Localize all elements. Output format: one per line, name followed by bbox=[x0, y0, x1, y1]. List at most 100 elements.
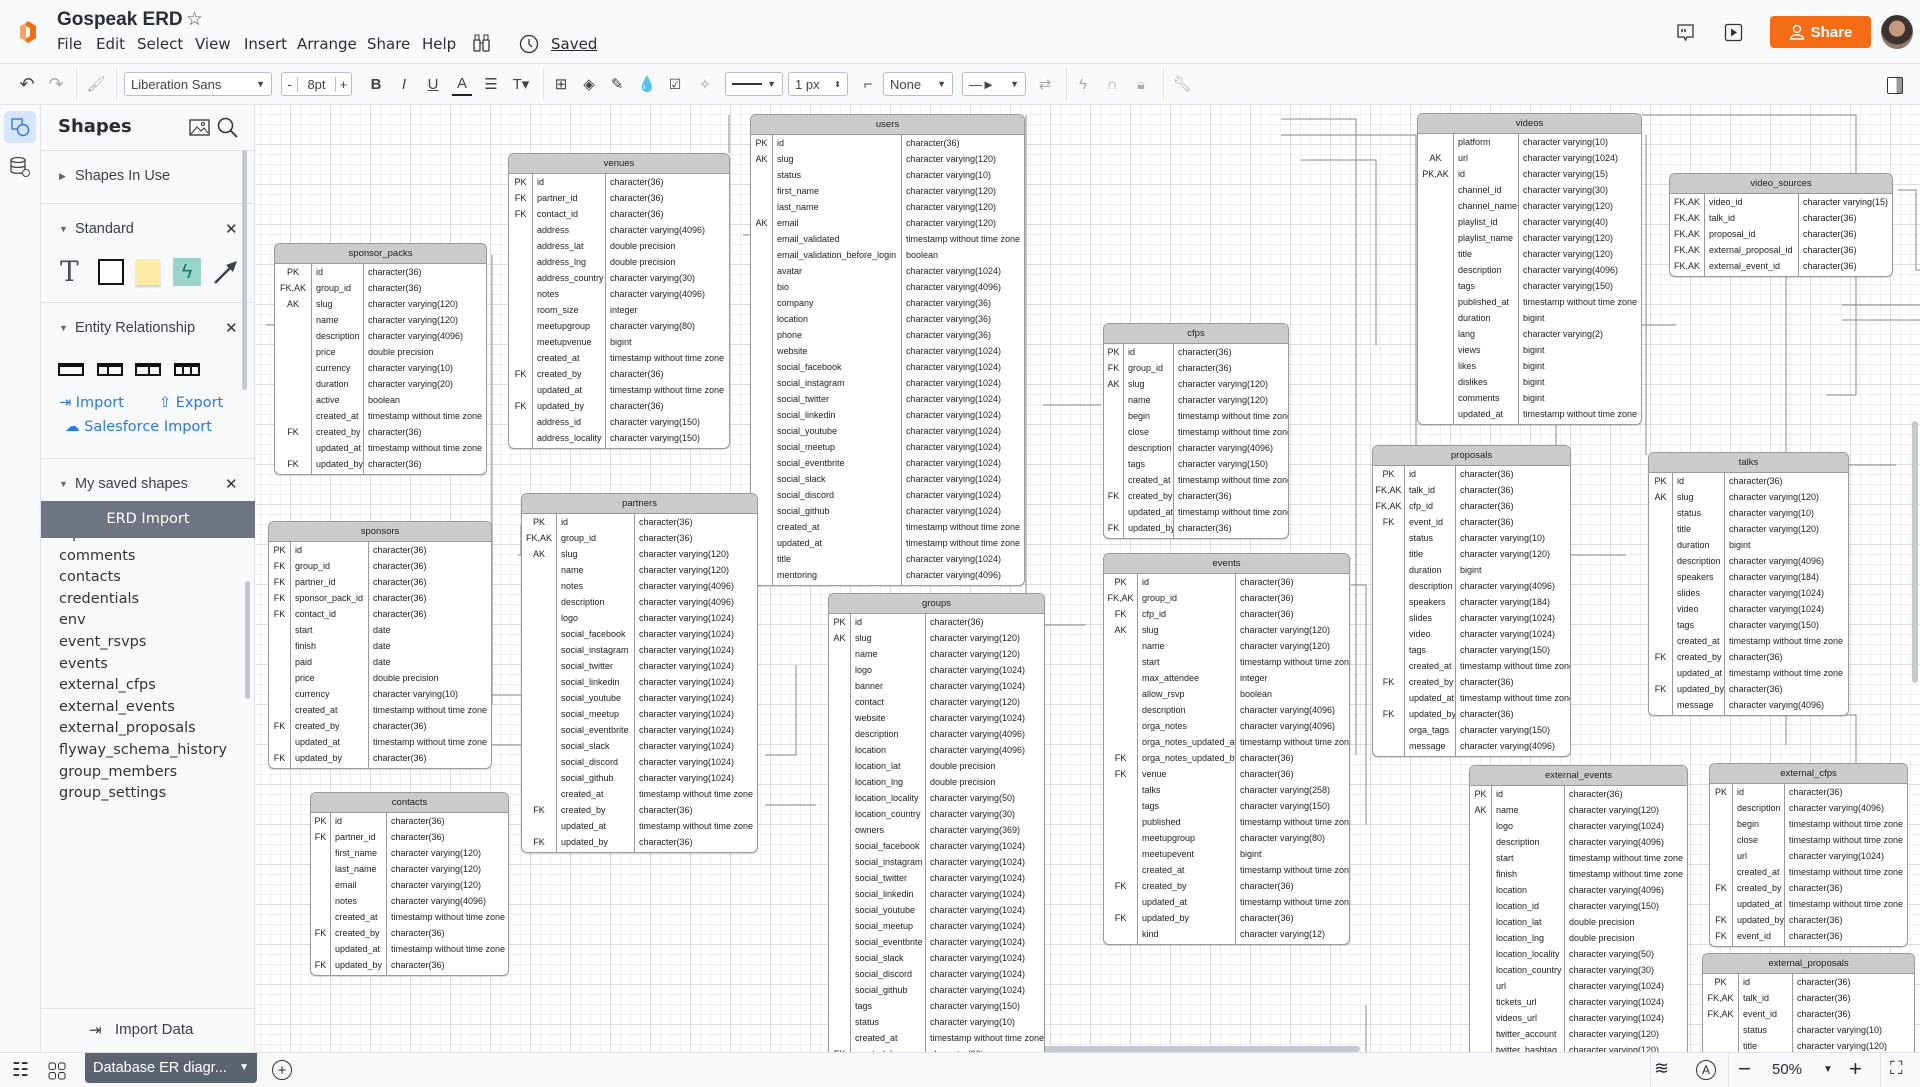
swap-icon[interactable]: ⇄ bbox=[1038, 76, 1052, 93]
zoom-out-button[interactable]: − bbox=[1738, 1056, 1751, 1081]
entity-row[interactable]: updated_at timestamp without time zone bbox=[1104, 504, 1288, 520]
entity-row[interactable]: tags character varying(150) bbox=[829, 998, 1044, 1014]
entity-row[interactable]: FK event_id character(36) bbox=[1710, 928, 1907, 944]
entity-row[interactable]: title character varying(120) bbox=[1649, 521, 1848, 537]
entity-row[interactable]: created_at timestamp without time zone bbox=[269, 702, 491, 718]
import-data-button[interactable]: ⇥ Import Data bbox=[41, 1008, 255, 1052]
entity-row[interactable]: FK venue character(36) bbox=[1104, 766, 1349, 782]
entity-row[interactable]: social_twitter character varying(1024) bbox=[829, 870, 1044, 886]
entity-row[interactable]: email character varying(120) bbox=[311, 877, 508, 893]
entity-row[interactable]: begin timestamp without time zone bbox=[1710, 816, 1907, 832]
entity-row[interactable]: FK contact_id character(36) bbox=[509, 206, 729, 222]
entity-row[interactable]: location_locality character varying(50) bbox=[829, 790, 1044, 806]
saved-shape-item[interactable]: external_events bbox=[59, 698, 175, 715]
entity-row[interactable]: updated_at timestamp without time zone bbox=[509, 382, 729, 398]
magnet-icon[interactable]: ∩ bbox=[1106, 75, 1118, 93]
entity-row[interactable]: PK id character(36) bbox=[1470, 786, 1687, 802]
entity-row[interactable]: PK id character(36) bbox=[275, 264, 486, 280]
zoom-in-button[interactable]: + bbox=[1849, 1056, 1862, 1081]
menu-help[interactable]: Help bbox=[422, 35, 457, 53]
zoom-level[interactable]: 50% bbox=[1772, 1061, 1803, 1078]
entity-row[interactable]: close timestamp without time zone bbox=[1104, 424, 1288, 440]
entity-row[interactable]: updated_at timestamp without time zone bbox=[311, 941, 508, 957]
entity-row[interactable]: avatar character varying(1024) bbox=[751, 263, 1024, 279]
entity-row[interactable]: twitter_account character varying(120) bbox=[1470, 1026, 1687, 1042]
entity-row[interactable]: location_country character varying(30) bbox=[829, 806, 1044, 822]
entity-row[interactable]: created_at timestamp without time zone bbox=[522, 786, 757, 802]
entity-row[interactable]: FK,AK talk_id character(36) bbox=[1373, 482, 1570, 498]
entity-row[interactable]: FK,AK group_id character(36) bbox=[275, 280, 486, 296]
entity-row[interactable]: AK slug character varying(120) bbox=[522, 546, 757, 562]
entity-row[interactable]: PK id character(36) bbox=[1703, 974, 1914, 990]
relationship-line[interactable] bbox=[1725, 714, 1857, 766]
entity-row[interactable]: social_github character varying(1024) bbox=[522, 770, 757, 786]
entity-row[interactable]: url character varying(1024) bbox=[1710, 848, 1907, 864]
entity-row[interactable]: name character varying(120) bbox=[829, 646, 1044, 662]
entity-row[interactable]: platform character varying(10) bbox=[1418, 134, 1641, 150]
erd-import-header[interactable]: ERD Import bbox=[41, 501, 255, 538]
entity-row[interactable]: bio character varying(4096) bbox=[751, 279, 1024, 295]
conditional-format-icon[interactable]: ☑ bbox=[668, 75, 682, 92]
redo-icon[interactable]: ↷ bbox=[48, 73, 64, 94]
entity-row[interactable]: social_youtube character varying(1024) bbox=[829, 902, 1044, 918]
entity-row[interactable]: created_at timestamp without time zone bbox=[751, 519, 1024, 535]
add-page-icon[interactable]: + bbox=[272, 1060, 292, 1080]
entity-row[interactable]: mentoring character varying(4096) bbox=[751, 567, 1024, 583]
entity-row[interactable]: social_eventbrite character varying(1024) bbox=[829, 934, 1044, 950]
page-grid-icon[interactable] bbox=[48, 1062, 66, 1080]
entity-row[interactable]: social_discord character varying(1024) bbox=[522, 754, 757, 770]
menu-select[interactable]: Select bbox=[137, 35, 184, 53]
entity-row[interactable]: created_at timestamp without time zone bbox=[509, 350, 729, 366]
entity-row[interactable]: FK orga_notes_updated_by character(36) bbox=[1104, 750, 1349, 766]
saved-shape-item[interactable]: env bbox=[59, 612, 86, 629]
undo-icon[interactable]: ↶ bbox=[19, 73, 35, 94]
entity-row[interactable]: FK updated_by character(36) bbox=[1649, 681, 1848, 697]
entity-row[interactable]: tickets_url character varying(1024) bbox=[1470, 994, 1687, 1010]
entity-row[interactable]: price double precision bbox=[269, 670, 491, 686]
entity-row[interactable]: company character varying(36) bbox=[751, 295, 1024, 311]
saved-status-link[interactable]: Saved bbox=[551, 35, 598, 53]
entity-row[interactable]: PK id character(36) bbox=[829, 614, 1044, 630]
close-icon[interactable]: ✕ bbox=[225, 476, 238, 493]
entity-row[interactable]: views bigint bbox=[1418, 342, 1641, 358]
entity-split-shape-icon[interactable] bbox=[135, 363, 161, 376]
entity-row[interactable]: talks character varying(258) bbox=[1104, 782, 1349, 798]
fill-color-icon[interactable]: ◈ bbox=[583, 76, 595, 93]
entity-row[interactable]: social_facebook character varying(1024) bbox=[522, 626, 757, 642]
diagram-canvas[interactable]: users PK id character(36) AK slug character va… bbox=[256, 105, 1920, 1052]
entity-row[interactable]: email_validation_before_login boolean bbox=[751, 247, 1024, 263]
menu-edit[interactable]: Edit bbox=[96, 35, 126, 53]
entity-row[interactable]: FK,AK event_id character(36) bbox=[1703, 1006, 1914, 1022]
entity-row[interactable]: email_validated timestamp without time zo… bbox=[751, 231, 1024, 247]
entity-row[interactable]: FK updated_by character(36) bbox=[1104, 910, 1349, 926]
entity-row[interactable]: AK slug character varying(120) bbox=[829, 630, 1044, 646]
entity-row[interactable]: FK contact_id character(36) bbox=[269, 606, 491, 622]
align-icon[interactable]: ☰ bbox=[484, 76, 498, 93]
entity-row[interactable]: created_at timestamp without time zone bbox=[1104, 472, 1288, 488]
entity-row[interactable]: PK id character(36) bbox=[1104, 574, 1349, 590]
entity-row[interactable]: social_instagram character varying(1024) bbox=[522, 642, 757, 658]
saved-shape-item[interactable]: events bbox=[59, 655, 108, 672]
entity-groups[interactable]: groups PK id character(36) AK slug character v… bbox=[828, 593, 1045, 1052]
import-button[interactable]: ⇥ Import bbox=[59, 395, 124, 411]
entity-row[interactable]: video character varying(1024) bbox=[1649, 601, 1848, 617]
accessibility-icon[interactable]: A bbox=[1696, 1060, 1716, 1080]
entity-row[interactable]: finish timestamp without time zone bbox=[1470, 866, 1687, 882]
data-linking-icon[interactable] bbox=[6, 153, 34, 181]
entity-row[interactable]: likes bigint bbox=[1418, 358, 1641, 374]
entity-row[interactable]: social_discord character varying(1024) bbox=[829, 966, 1044, 982]
entity-row[interactable]: FK updated_by character(36) bbox=[311, 957, 508, 973]
entity-row[interactable]: FK updated_by character(36) bbox=[1710, 912, 1907, 928]
entity-row[interactable]: FK updated_by character(36) bbox=[275, 456, 486, 472]
page-list-icon[interactable]: ☷ bbox=[12, 1060, 30, 1081]
line-width-select[interactable]: 1 px ⬍ bbox=[788, 72, 848, 96]
close-icon[interactable]: ✕ bbox=[225, 320, 238, 337]
entity-row[interactable]: social_instagram character varying(1024) bbox=[829, 854, 1044, 870]
entity-external-cfps[interactable]: external_cfps PK id character(36) descriptio… bbox=[1709, 763, 1908, 947]
entity-row[interactable]: location character varying(4096) bbox=[829, 742, 1044, 758]
entity-row[interactable]: description character varying(4096) bbox=[1710, 800, 1907, 816]
